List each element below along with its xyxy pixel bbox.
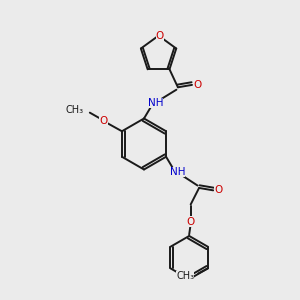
- Text: CH₃: CH₃: [176, 271, 194, 281]
- Text: CH₃: CH₃: [66, 105, 84, 115]
- Text: O: O: [214, 185, 222, 195]
- Text: O: O: [156, 31, 164, 41]
- Text: O: O: [187, 217, 195, 226]
- Text: NH: NH: [148, 98, 163, 108]
- Text: NH: NH: [170, 167, 185, 177]
- Text: O: O: [193, 80, 201, 90]
- Text: O: O: [99, 116, 107, 126]
